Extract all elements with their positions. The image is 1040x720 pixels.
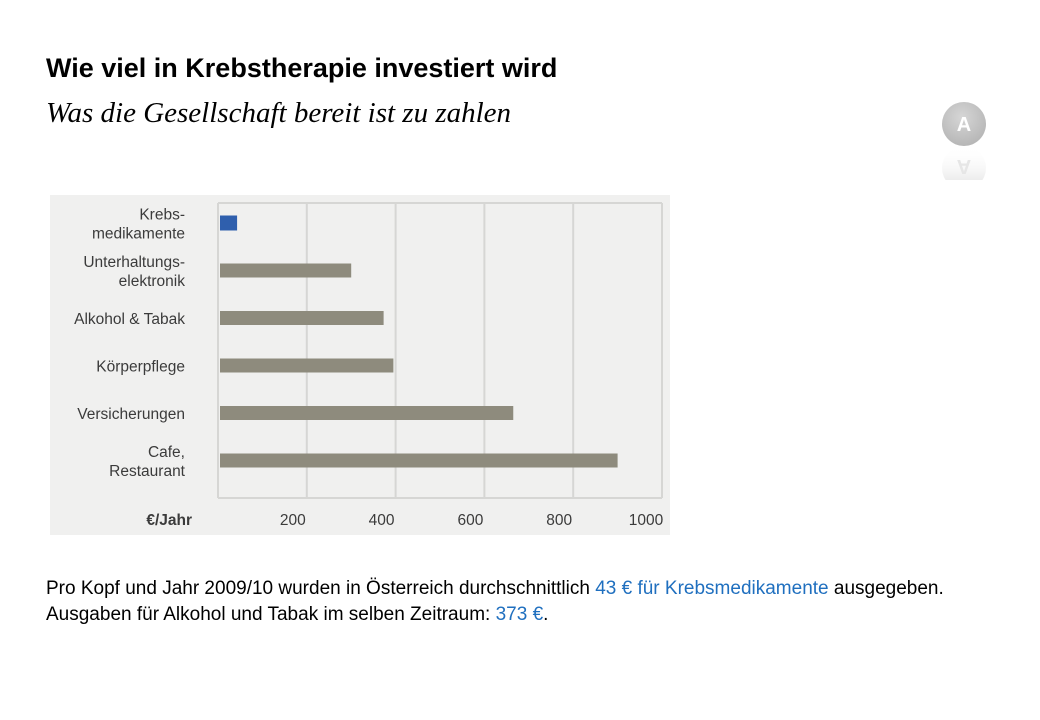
bar-0 [220, 215, 238, 231]
x-tick-label-600: 600 [457, 512, 483, 529]
x-axis-unit-label: €/Jahr [146, 512, 192, 529]
category-label-0: Krebs-medikamente [92, 207, 185, 243]
category-label-line: Versicherungen [77, 406, 185, 423]
category-label-line: Cafe, [148, 444, 185, 461]
x-tick-label-800: 800 [546, 512, 572, 529]
x-tick-label-400: 400 [369, 512, 395, 529]
category-label-5: Cafe, Restaurant [109, 444, 186, 480]
caption-line-2-text-b: . [543, 604, 549, 625]
caption-line-1-text-a: Pro Kopf und Jahr 2009/10 wurden in Öste… [46, 578, 596, 599]
category-label-line: Alkohol & Tabak [74, 311, 185, 328]
caption-line-1: Pro Kopf und Jahr 2009/10 wurden in Öste… [46, 576, 986, 602]
x-tick-label-1000: 1000 [629, 512, 664, 529]
logo-letter: A [957, 114, 971, 136]
bar-chart: Krebs-medikamente Unterhaltungs-elektroni… [50, 195, 670, 535]
bar-3 [220, 358, 394, 373]
category-label-line: Körperpflege [96, 359, 185, 376]
caption-highlight-krebsmedikamente: 43 € für Krebsmedikamente [595, 578, 829, 599]
caption-line-1-text-b: ausgegeben. [828, 578, 944, 599]
a-badge-logo-icon: A A [940, 100, 988, 190]
bar-chart-svg: Krebs-medikamente Unterhaltungs-elektroni… [50, 195, 670, 535]
category-label-line: Unterhaltungs- [83, 254, 185, 271]
x-tick-label-200: 200 [280, 512, 306, 529]
category-label-line: elektronik [119, 273, 186, 290]
caption: Pro Kopf und Jahr 2009/10 wurden in Öste… [46, 576, 986, 628]
bar-1 [220, 263, 352, 278]
page-subtitle: Was die Gesellschaft bereit ist zu zahle… [46, 97, 512, 129]
category-label-line: Krebs- [139, 207, 185, 224]
category-label-3: Körperpflege [96, 359, 185, 376]
caption-highlight-alkohol-tabak: 373 € [495, 604, 544, 625]
page-title: Wie viel in Krebstherapie investiert wir… [46, 53, 558, 83]
bar-5 [220, 453, 618, 468]
caption-line-2-text-a: Ausgaben für Alkohol und Tabak im selben… [46, 604, 496, 625]
category-label-line: Restaurant [109, 463, 186, 480]
bar-4 [220, 406, 514, 420]
category-label-line: medikamente [92, 226, 185, 243]
category-label-2: Alkohol & Tabak [74, 311, 185, 328]
caption-line-2: Ausgaben für Alkohol und Tabak im selben… [46, 602, 986, 628]
category-label-1: Unterhaltungs-elektronik [83, 254, 185, 290]
category-label-4: Versicherungen [77, 406, 185, 423]
logo-letter-reflection: A [957, 155, 971, 177]
bar-2 [220, 311, 384, 325]
